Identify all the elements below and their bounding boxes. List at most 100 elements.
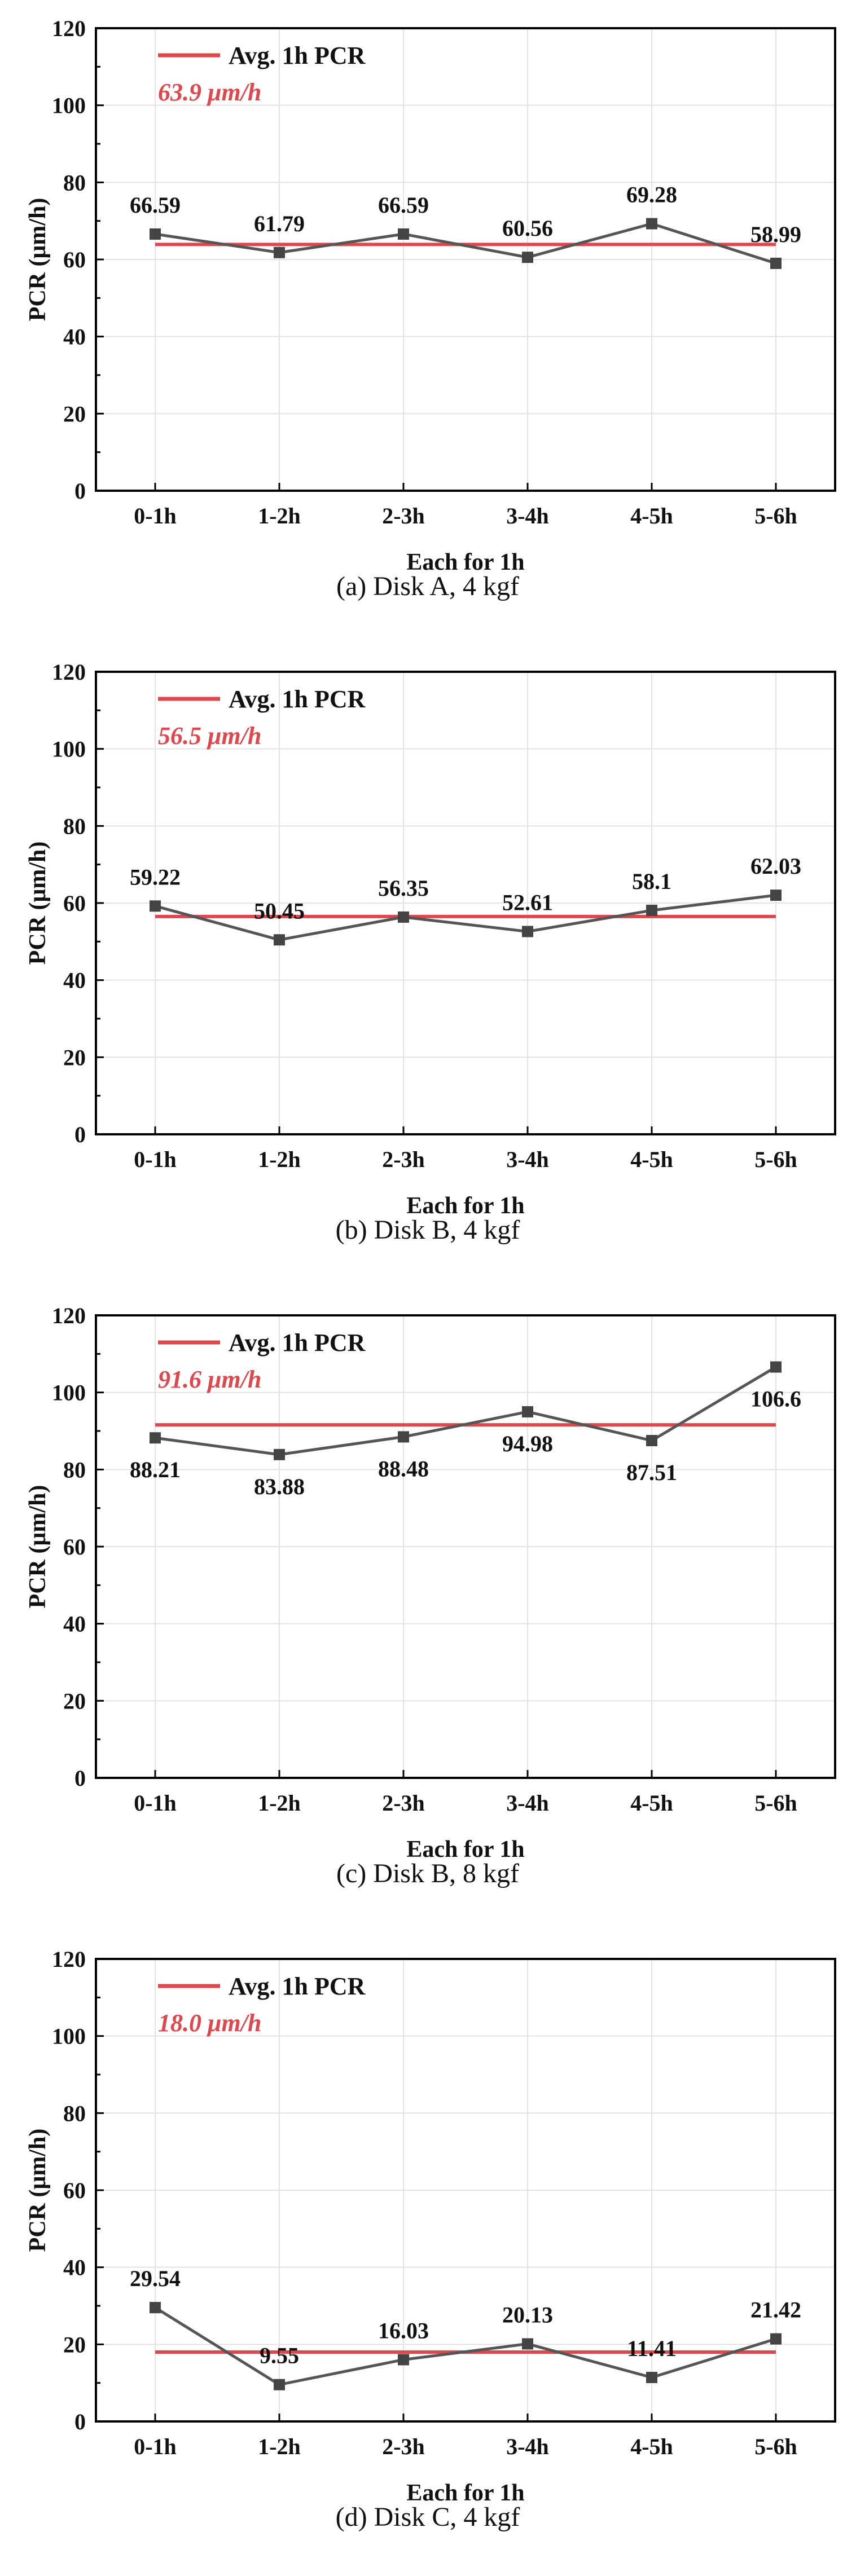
panel-caption: (a) Disk A, 4 kgf bbox=[336, 571, 519, 601]
x-tick-label: 2-3h bbox=[382, 503, 425, 529]
grid bbox=[96, 1315, 835, 1778]
panel-caption: (c) Disk B, 8 kgf bbox=[336, 1859, 519, 1888]
data-label: 9.55 bbox=[260, 2343, 299, 2368]
data-label: 52.61 bbox=[502, 890, 553, 915]
y-tick-label: 100 bbox=[52, 737, 86, 762]
x-tick-label: 0-1h bbox=[134, 1790, 177, 1816]
data-point bbox=[522, 2338, 533, 2350]
y-axis-label: PCR (μm/h) bbox=[25, 2129, 51, 2252]
data-point bbox=[646, 2372, 657, 2384]
data-label: 20.13 bbox=[502, 2302, 553, 2327]
y-tick-label: 100 bbox=[52, 2024, 86, 2049]
data-point bbox=[770, 1361, 782, 1373]
y-tick-label: 120 bbox=[52, 1303, 86, 1328]
data-point bbox=[150, 900, 161, 912]
x-tick-label: 1-2h bbox=[258, 1790, 301, 1816]
y-tick-label: 40 bbox=[63, 2255, 86, 2280]
data-point bbox=[646, 1435, 657, 1447]
average-value-text: 63.9 μm/h bbox=[158, 78, 261, 106]
data-point bbox=[770, 257, 782, 269]
data-label: 88.21 bbox=[130, 1457, 181, 1482]
y-axis-label: PCR (μm/h) bbox=[25, 198, 51, 322]
legend-entry: Avg. 1h PCR bbox=[229, 1329, 366, 1357]
data-point bbox=[398, 2354, 409, 2366]
y-tick-label: 0 bbox=[74, 478, 86, 504]
y-tick-label: 40 bbox=[63, 324, 86, 350]
data-label: 88.48 bbox=[378, 1456, 429, 1481]
y-tick-label: 80 bbox=[63, 1457, 86, 1482]
x-tick-label: 4-5h bbox=[630, 503, 673, 529]
x-tick-label: 3-4h bbox=[506, 2434, 549, 2459]
data-label: 16.03 bbox=[378, 2318, 429, 2343]
panel-caption: (d) Disk C, 4 kgf bbox=[336, 2502, 520, 2532]
data-label: 87.51 bbox=[626, 1460, 677, 1485]
grid bbox=[96, 1959, 835, 2421]
data-point bbox=[398, 228, 409, 240]
average-value-text: 91.6 μm/h bbox=[158, 1366, 261, 1393]
x-tick-label: 0-1h bbox=[134, 503, 177, 529]
y-tick-label: 40 bbox=[63, 968, 86, 993]
legend: Avg. 1h PCR bbox=[158, 1972, 366, 2000]
data-point bbox=[646, 218, 657, 230]
data-point bbox=[398, 911, 409, 923]
y-tick-label: 100 bbox=[52, 93, 86, 118]
x-axis-label: Each for 1h bbox=[406, 1837, 524, 1862]
average-value-text: 56.5 μm/h bbox=[158, 722, 261, 750]
x-tick-label: 4-5h bbox=[630, 1147, 673, 1172]
legend: Avg. 1h PCR bbox=[158, 42, 366, 69]
y-tick-label: 120 bbox=[52, 659, 86, 685]
legend: Avg. 1h PCR bbox=[158, 1329, 366, 1357]
x-tick-label: 3-4h bbox=[506, 1147, 549, 1172]
x-tick-label: 2-3h bbox=[382, 2434, 425, 2459]
x-tick-label: 1-2h bbox=[258, 2434, 301, 2459]
y-tick-label: 60 bbox=[63, 247, 86, 272]
y-tick-label: 40 bbox=[63, 1611, 86, 1637]
data-label: 66.59 bbox=[130, 192, 181, 218]
data-label: 83.88 bbox=[254, 1474, 305, 1499]
series-line bbox=[155, 222, 776, 265]
x-tick-label: 3-4h bbox=[506, 1790, 549, 1816]
data-label: 106.6 bbox=[750, 1386, 801, 1412]
data-point bbox=[646, 904, 657, 916]
x-tick-label: 5-6h bbox=[754, 503, 797, 529]
data-point bbox=[522, 252, 533, 263]
data-point bbox=[522, 1406, 533, 1417]
y-tick-label: 80 bbox=[63, 2101, 86, 2126]
series-line bbox=[154, 2306, 776, 2386]
legend-entry: Avg. 1h PCR bbox=[229, 685, 366, 713]
data-point bbox=[522, 926, 533, 937]
y-tick-label: 120 bbox=[52, 16, 86, 41]
x-tick-label: 5-6h bbox=[754, 1147, 797, 1172]
data-label: 56.35 bbox=[378, 875, 429, 901]
x-tick-label: 2-3h bbox=[382, 1790, 425, 1816]
data-point bbox=[274, 1448, 285, 1460]
x-tick-label: 1-2h bbox=[258, 503, 301, 529]
series-line bbox=[155, 893, 776, 941]
y-tick-label: 60 bbox=[63, 2178, 86, 2203]
data-label: 69.28 bbox=[626, 182, 677, 208]
y-tick-label: 20 bbox=[63, 1045, 86, 1070]
data-label: 29.54 bbox=[130, 2266, 181, 2291]
data-label: 21.42 bbox=[750, 2297, 801, 2323]
y-tick-label: 0 bbox=[74, 1765, 86, 1791]
x-tick-label: 5-6h bbox=[754, 2434, 797, 2459]
chart-panel-3: 0 20 40 60 80 100 120 0-1h 1-2h 2-3h 3-4h 4-5h 5-6h E… bbox=[25, 1303, 836, 1888]
x-tick-label: 5-6h bbox=[754, 1790, 797, 1816]
data-point bbox=[770, 2333, 782, 2345]
x-axis-label: Each for 1h bbox=[406, 2480, 524, 2506]
legend-entry: Avg. 1h PCR bbox=[229, 42, 366, 69]
y-axis-label: PCR (μm/h) bbox=[25, 1485, 51, 1609]
data-label: 50.45 bbox=[254, 898, 305, 923]
grid bbox=[96, 28, 835, 491]
y-tick-label: 20 bbox=[63, 1688, 86, 1714]
chart-panel-2: 0 20 40 60 80 100 120 0-1h 1-2h 2-3h 3-4h 4-5h 5-6h E… bbox=[25, 659, 836, 1245]
x-tick-label: 2-3h bbox=[382, 1147, 425, 1172]
y-tick-label: 60 bbox=[63, 1534, 86, 1560]
data-label: 94.98 bbox=[502, 1431, 553, 1456]
data-point bbox=[150, 1432, 161, 1444]
x-axis-label: Each for 1h bbox=[406, 549, 524, 575]
y-tick-label: 60 bbox=[63, 891, 86, 916]
data-point bbox=[274, 2379, 285, 2390]
x-tick-label: 3-4h bbox=[506, 503, 549, 529]
x-tick-label: 0-1h bbox=[134, 1147, 177, 1172]
